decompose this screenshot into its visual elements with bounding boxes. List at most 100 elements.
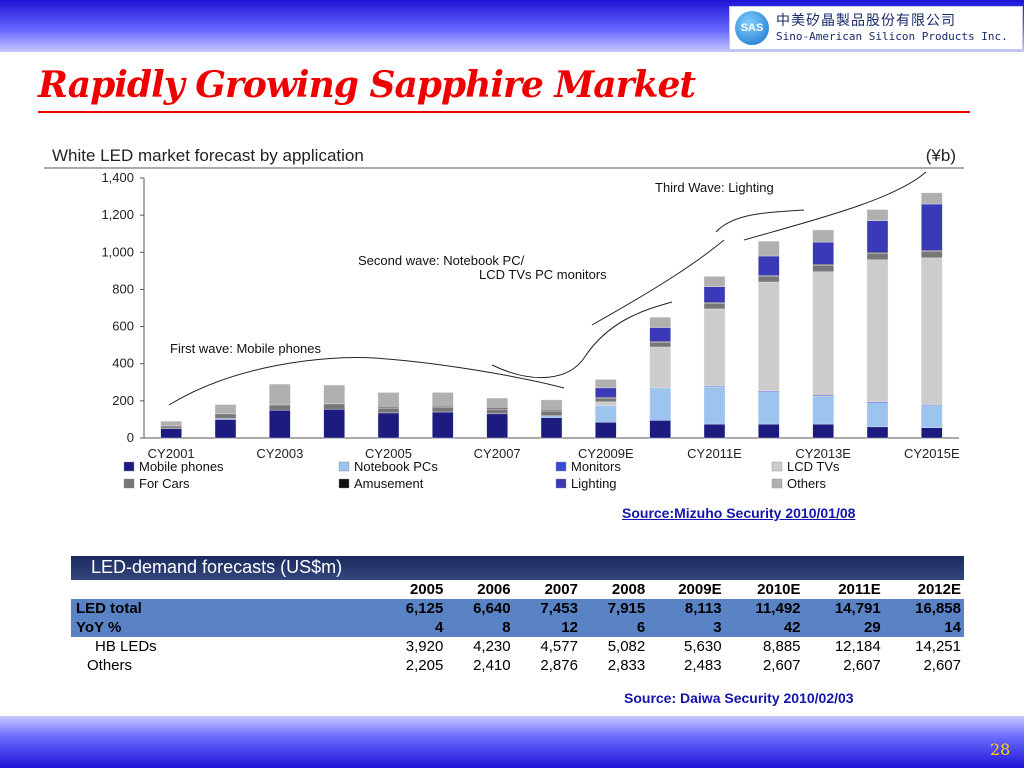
table-cell: 5,082 bbox=[607, 638, 646, 655]
bar-segment bbox=[812, 271, 834, 396]
row-label: YoY % bbox=[71, 618, 379, 637]
header-cell: 2007 bbox=[544, 581, 578, 598]
table-cell: 2,607 bbox=[923, 657, 961, 674]
table-cell: 8,885 bbox=[762, 638, 801, 655]
bar-segment bbox=[269, 405, 291, 411]
bar-segment bbox=[214, 414, 237, 419]
table-source: Source: Daiwa Security 2010/02/03 bbox=[624, 690, 854, 706]
y-tick-label: 0 bbox=[127, 430, 134, 445]
bar-segment bbox=[812, 241, 834, 265]
table-cell: 16,858 bbox=[883, 599, 964, 618]
y-tick-label: 200 bbox=[112, 393, 134, 408]
table-cell: 8 bbox=[446, 618, 514, 637]
header-blank-cell bbox=[71, 580, 379, 599]
bar-segment bbox=[921, 257, 943, 405]
bar-segment bbox=[269, 383, 291, 405]
header-cell: 2009E bbox=[678, 581, 722, 598]
legend-swatch bbox=[338, 478, 350, 489]
table-cell: 3 bbox=[648, 618, 725, 637]
bar-segment bbox=[703, 276, 726, 287]
table-cell: 29 bbox=[803, 618, 884, 637]
bar-segment bbox=[866, 220, 889, 253]
bar-segment bbox=[758, 276, 780, 283]
bar-segment bbox=[323, 409, 345, 439]
legend-label: Mobile phones bbox=[139, 459, 224, 474]
company-name-chinese: 中美矽晶製品股份有限公司 bbox=[776, 13, 956, 29]
bar-segment bbox=[540, 399, 563, 411]
bar-segment bbox=[486, 413, 508, 439]
table-cell: 14,251 bbox=[915, 638, 961, 655]
bar-segment bbox=[649, 346, 671, 389]
bar-segment bbox=[921, 203, 943, 251]
bar-segment bbox=[758, 281, 780, 391]
table-cell: 8,113 bbox=[648, 599, 725, 618]
table-cell: 5,630 bbox=[684, 638, 722, 655]
x-tick-label: CY2007 bbox=[474, 446, 521, 461]
row-label: Others bbox=[87, 657, 133, 674]
table-cell: 14 bbox=[883, 618, 964, 637]
bar-segment bbox=[432, 392, 454, 407]
third-wave-label: Third Wave: Lighting bbox=[655, 180, 774, 195]
y-tick-label: 400 bbox=[112, 356, 134, 371]
table-row: HB LEDs 3,920 4,230 4,577 5,082 5,630 8,… bbox=[71, 637, 964, 656]
bar-segment bbox=[595, 379, 617, 389]
table-cell: 7,453 bbox=[513, 599, 581, 618]
second-wave-trend bbox=[591, 239, 725, 326]
table-row: LED total 6,125 6,640 7,453 7,915 8,113 … bbox=[71, 599, 964, 618]
table-cell: 2,483 bbox=[684, 657, 722, 674]
bar-segment bbox=[323, 404, 345, 410]
bar-segment bbox=[812, 229, 834, 243]
bar-segment bbox=[214, 419, 237, 439]
second-wave-label: Second wave: Notebook PC/ bbox=[358, 253, 525, 268]
bar-segment bbox=[866, 426, 889, 439]
legend-swatch bbox=[338, 461, 350, 472]
row-label: HB LEDs bbox=[95, 638, 157, 655]
chart-canvas: White LED market forecast by application… bbox=[44, 146, 964, 491]
legend-swatch bbox=[555, 478, 567, 489]
x-tick-label: CY2013E bbox=[795, 446, 851, 461]
header-cell: 2011E bbox=[838, 581, 881, 598]
table-cell: 2,205 bbox=[405, 657, 444, 674]
table-cell: 12,184 bbox=[834, 638, 881, 655]
header-cell: 2010E bbox=[757, 581, 801, 598]
table-cell: 4 bbox=[379, 618, 447, 637]
y-tick-label: 1,400 bbox=[101, 170, 134, 185]
header-cell: 2012E bbox=[917, 581, 961, 598]
table-cell: 11,492 bbox=[724, 599, 804, 618]
bar-segment bbox=[866, 253, 889, 260]
bar-segment bbox=[540, 417, 563, 439]
bar-segment bbox=[377, 408, 400, 414]
table-cell: 2,833 bbox=[607, 657, 646, 674]
x-tick-label: CY2003 bbox=[256, 446, 303, 461]
bar-segment bbox=[160, 421, 182, 427]
bar-segment bbox=[812, 423, 834, 439]
bar-segment bbox=[703, 308, 726, 387]
bar-segment bbox=[921, 405, 943, 428]
legend-label: Others bbox=[787, 476, 827, 491]
title-underline bbox=[38, 111, 970, 113]
bar-segment bbox=[649, 387, 671, 421]
bar-segment bbox=[377, 412, 400, 439]
bar-segment bbox=[269, 409, 291, 439]
bar-segment bbox=[649, 342, 671, 348]
header-cell: 2006 bbox=[477, 581, 511, 598]
bar-segment bbox=[432, 407, 454, 413]
bar-segment bbox=[758, 391, 780, 425]
bar-segment bbox=[160, 426, 182, 429]
y-tick-label: 1,200 bbox=[101, 207, 134, 222]
y-tick-label: 1,000 bbox=[101, 244, 134, 259]
bar-segment bbox=[323, 384, 345, 404]
bar-segment bbox=[866, 259, 889, 402]
bar-segment bbox=[758, 423, 780, 439]
table-cell: 3,920 bbox=[405, 638, 444, 655]
chart-source: Source:Mizuho Security 2010/01/08 bbox=[622, 505, 856, 521]
bar-segment bbox=[649, 420, 671, 439]
bar-segment bbox=[921, 192, 943, 205]
page-number: 28 bbox=[990, 740, 1011, 759]
bar-segment bbox=[703, 423, 726, 439]
chart-unit: (¥b) bbox=[926, 146, 956, 165]
slide-title: Rapidly Growing Sapphire Market bbox=[38, 64, 696, 106]
bar-segment bbox=[540, 415, 563, 418]
table-cell: 6 bbox=[580, 618, 649, 637]
bar-segment bbox=[595, 397, 617, 402]
